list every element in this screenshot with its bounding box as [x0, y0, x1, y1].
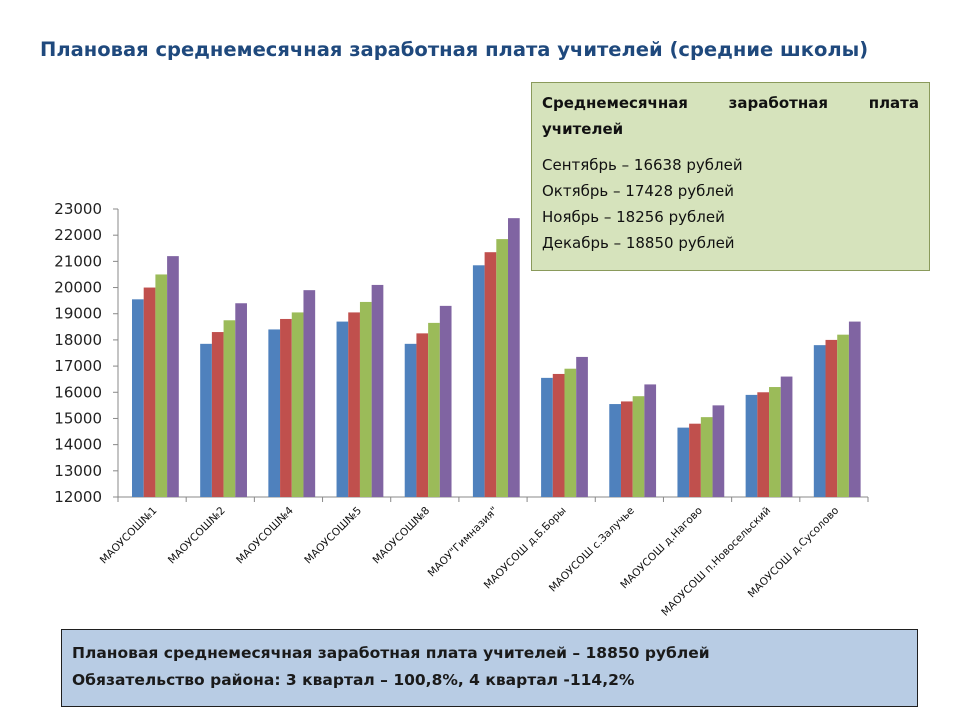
- bar-10-2: [837, 334, 849, 497]
- bar-2-2: [291, 312, 304, 497]
- bar-8-3: [712, 405, 725, 497]
- x-category-label: МАОУСОШ№8: [370, 505, 432, 567]
- info-line-october: Октябрь – 17428 рублей: [542, 182, 734, 200]
- y-tick-label: 17000: [54, 357, 102, 375]
- y-tick-label: 13000: [54, 462, 102, 480]
- x-category-label: МАОУСОШ№2: [166, 505, 228, 567]
- bar-10-0: [813, 345, 826, 497]
- bar-1-3: [235, 303, 247, 497]
- bar-8-2: [700, 417, 713, 497]
- y-tick-label: 20000: [54, 279, 102, 297]
- x-category-label: МАОУ"Гимназия": [426, 505, 501, 580]
- bar-10-1: [825, 339, 838, 497]
- bar-7-0: [609, 404, 621, 497]
- bar-4-0: [404, 343, 417, 497]
- bar-8-1: [689, 423, 701, 497]
- info-line-november: Ноябрь – 18256 рублей: [542, 208, 725, 226]
- bar-6-2: [564, 368, 577, 497]
- bar-4-1: [416, 333, 429, 497]
- bar-4-2: [428, 322, 440, 497]
- bar-5-1: [484, 252, 497, 497]
- y-tick-label: 18000: [54, 331, 102, 349]
- page-title: Плановая среднемесячная заработная плата…: [40, 38, 869, 61]
- bar-7-3: [644, 384, 657, 497]
- info-box-months: Сентябрь – 16638 рублей Октябрь – 17428 …: [542, 152, 919, 256]
- x-category-label: МАОУСОШ№5: [302, 505, 364, 567]
- info-line-december: Декабрь – 18850 рублей: [542, 234, 735, 252]
- bar-7-2: [632, 396, 645, 497]
- bar-6-0: [541, 377, 553, 497]
- bar-9-0: [745, 394, 758, 497]
- bar-2-0: [268, 329, 281, 497]
- bar-7-1: [620, 401, 633, 497]
- bar-6-1: [552, 373, 565, 497]
- y-tick-label: 21000: [54, 252, 102, 270]
- summary-line-2: Обязательство района: 3 квартал – 100,8%…: [72, 671, 635, 689]
- x-category-label: МАОУСОШ№4: [234, 504, 296, 566]
- bar-5-2: [496, 239, 509, 498]
- bar-0-3: [167, 256, 179, 497]
- bar-4-3: [439, 305, 452, 497]
- y-tick-label: 23000: [54, 200, 102, 218]
- bar-0-2: [155, 274, 168, 497]
- info-box: Среднемесячная заработная плата учителей…: [531, 82, 930, 271]
- bar-2-3: [303, 290, 316, 497]
- y-tick-label: 14000: [54, 436, 102, 454]
- summary-box: Плановая среднемесячная заработная плата…: [61, 629, 918, 707]
- y-tick-label: 16000: [54, 383, 102, 401]
- bar-5-3: [508, 218, 520, 497]
- x-category-label: МАОУСОШ№1: [98, 505, 160, 567]
- bar-3-2: [359, 301, 372, 497]
- y-tick-label: 15000: [54, 409, 102, 427]
- y-tick-label: 12000: [54, 488, 102, 506]
- info-line-september: Сентябрь – 16638 рублей: [542, 156, 743, 174]
- x-category-label: МАОУСОШ п.Новосельский: [659, 505, 773, 619]
- summary-line-1: Плановая среднемесячная заработная плата…: [72, 644, 710, 662]
- y-tick-label: 22000: [54, 226, 102, 244]
- bar-0-0: [132, 299, 144, 497]
- bar-9-1: [757, 392, 770, 497]
- bar-10-3: [848, 321, 861, 497]
- bar-3-0: [336, 321, 349, 497]
- bar-6-3: [576, 356, 588, 497]
- bar-8-0: [677, 427, 690, 497]
- bar-0-1: [143, 287, 156, 497]
- bar-1-2: [223, 320, 236, 497]
- bar-9-3: [780, 376, 793, 497]
- info-box-title: Среднемесячная заработная плата учителей: [542, 94, 919, 138]
- bar-3-3: [371, 284, 384, 497]
- y-tick-label: 19000: [54, 305, 102, 323]
- bar-2-1: [280, 318, 292, 497]
- bar-1-0: [200, 343, 212, 497]
- bar-9-2: [769, 387, 781, 497]
- chart-bars: [132, 218, 861, 498]
- bar-1-1: [211, 332, 224, 497]
- bar-3-1: [348, 312, 360, 497]
- bar-5-0: [472, 265, 485, 497]
